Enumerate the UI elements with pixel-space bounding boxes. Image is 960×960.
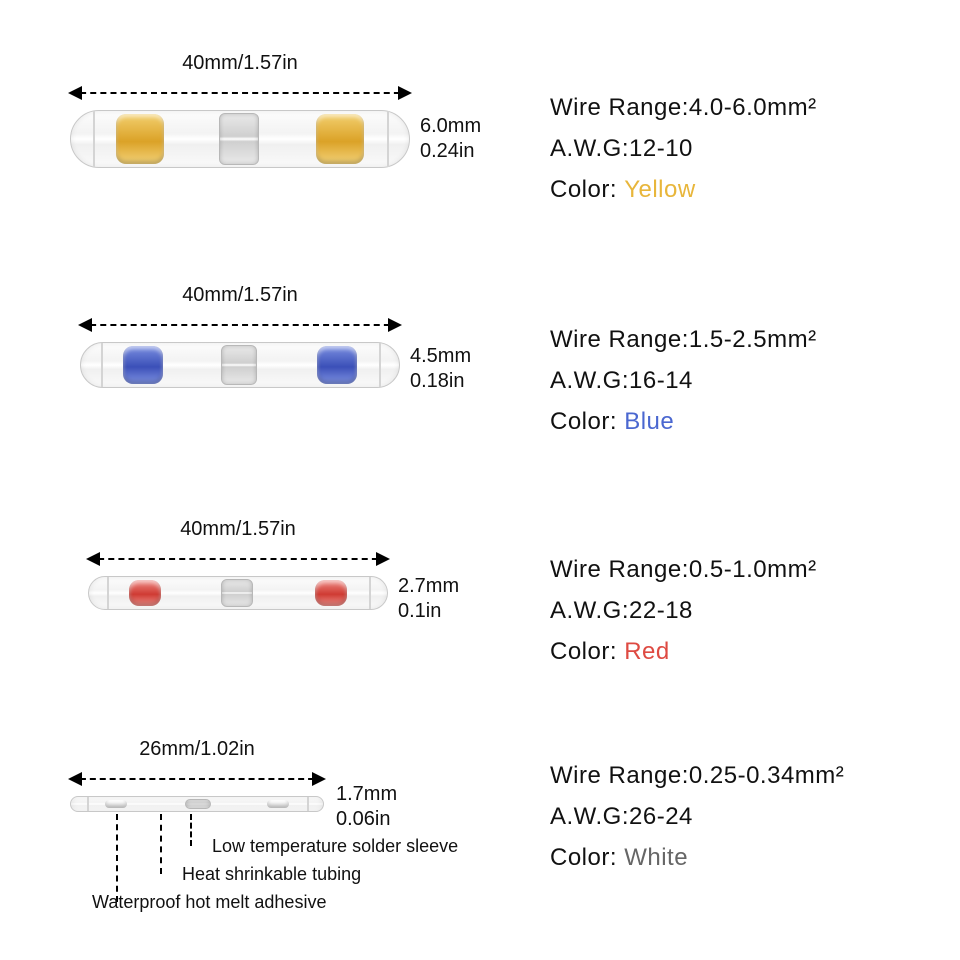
length-dimension: 40mm/1.57in [88,544,388,574]
spec-wire-range: Wire Range:4.0-6.0mm² [550,88,930,129]
adhesive-ring [317,346,357,384]
adhesive-ring [123,346,163,384]
callout-text: Heat shrinkable tubing [182,864,361,885]
length-label: 26mm/1.02in [70,738,324,761]
connector-row-yellow: 40mm/1.57in 6.0mm0.24in Wire Range:4.0-6.0… [0,40,960,220]
spec-color: Color: White [550,838,930,879]
spec-wire-range: Wire Range:1.5-2.5mm² [550,320,930,361]
adhesive-ring [105,800,127,808]
adhesive-ring [129,580,161,606]
diameter-dimension: 4.5mm0.18in [410,344,471,394]
solder-sleeve [221,579,253,607]
connector-diagram-blue: 40mm/1.57in 4.5mm0.18in [0,270,490,450]
spec-color-value: Yellow [624,176,696,203]
diameter-mm: 4.5mm [410,344,471,369]
adhesive-ring [315,580,347,606]
length-dimension: 26mm/1.02in [70,764,324,794]
spec-color: Color: Blue [550,402,930,443]
spec-color-value: Blue [624,408,674,435]
adhesive-ring [267,800,289,808]
spec-color-value: Red [624,638,670,665]
callout-leader [160,814,162,874]
connector-row-blue: 40mm/1.57in 4.5mm0.18in Wire Range:1.5-2.5… [0,270,960,450]
spec-awg: A.W.G:16-14 [550,361,930,402]
diameter-in: 0.24in [420,139,481,164]
connector-tube [80,342,400,388]
connector-diagram-red: 40mm/1.57in 2.7mm0.1in [0,500,490,680]
spec-awg: A.W.G:22-18 [550,591,930,632]
adhesive-ring [116,114,164,164]
diameter-in: 0.06in [336,807,397,832]
spec-block-blue: Wire Range:1.5-2.5mm²A.W.G:16-14Color: B… [550,320,930,442]
length-label: 40mm/1.57in [80,284,400,307]
diameter-dimension: 6.0mm0.24in [420,114,481,164]
diameter-mm: 6.0mm [420,114,481,139]
spec-block-yellow: Wire Range:4.0-6.0mm²A.W.G:12-10Color: Y… [550,88,930,210]
connector-diagram-white: 26mm/1.02in 1.7mm0.06in Low temperature so… [0,720,490,900]
connector-tube [70,796,324,812]
callout-leader [116,814,118,902]
spec-color: Color: Red [550,632,930,673]
solder-sleeve [185,799,211,809]
connector-row-red: 40mm/1.57in 2.7mm0.1in Wire Range:0.5-1.0m… [0,500,960,680]
length-label: 40mm/1.57in [88,518,388,541]
connector-row-white: 26mm/1.02in 1.7mm0.06in Low temperature so… [0,720,960,900]
connector-diagram-yellow: 40mm/1.57in 6.0mm0.24in [0,40,490,220]
length-label: 40mm/1.57in [70,52,410,75]
connector-tube [88,576,388,610]
length-dimension: 40mm/1.57in [70,78,410,108]
spec-wire-range: Wire Range:0.5-1.0mm² [550,550,930,591]
diameter-dimension: 1.7mm0.06in [336,782,397,832]
spec-wire-range: Wire Range:0.25-0.34mm² [550,756,930,797]
spec-color-value: White [624,844,688,871]
spec-block-red: Wire Range:0.5-1.0mm²A.W.G:22-18Color: R… [550,550,930,672]
spec-block-white: Wire Range:0.25-0.34mm²A.W.G:26-24Color:… [550,756,930,878]
callout-text: Low temperature solder sleeve [212,836,458,857]
adhesive-ring [316,114,364,164]
callout-text: Waterproof hot melt adhesive [92,892,326,913]
connector-tube [70,110,410,168]
solder-sleeve [221,345,257,385]
callout-leader [190,814,192,846]
solder-sleeve [219,113,259,165]
spec-awg: A.W.G:26-24 [550,797,930,838]
diameter-mm: 1.7mm [336,782,397,807]
diameter-in: 0.18in [410,369,471,394]
spec-awg: A.W.G:12-10 [550,129,930,170]
length-dimension: 40mm/1.57in [80,310,400,340]
diameter-mm: 2.7mm [398,574,459,599]
diameter-in: 0.1in [398,599,459,624]
spec-color: Color: Yellow [550,170,930,211]
diameter-dimension: 2.7mm0.1in [398,574,459,624]
